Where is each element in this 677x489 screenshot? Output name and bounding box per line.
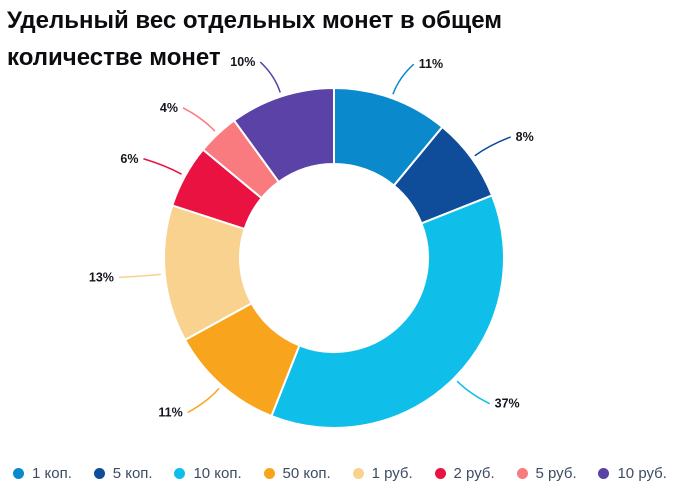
legend-marker-icon [598, 468, 610, 479]
legend-marker-icon [434, 468, 446, 479]
legend-item-5-коп-[interactable]: 5 коп. [93, 465, 153, 482]
legend-marker-icon [352, 468, 364, 479]
label-leader-line [259, 61, 281, 93]
legend-label: 2 руб. [453, 465, 495, 482]
label-leader-line [474, 136, 511, 157]
legend-item-1-руб-[interactable]: 1 руб. [352, 465, 413, 482]
donut-segment-10-руб-[interactable] [233, 87, 335, 183]
data-label-5-коп-: 8% [516, 130, 534, 144]
donut-segment-10-коп-[interactable] [270, 194, 505, 429]
label-leader-line [392, 63, 415, 95]
data-label-1-руб-: 13% [89, 270, 114, 284]
legend-item-10-руб-[interactable]: 10 руб. [598, 465, 667, 482]
data-label-5-руб-: 4% [160, 101, 178, 115]
data-label-2-руб-: 6% [120, 152, 138, 166]
legend-label: 10 руб. [617, 465, 667, 482]
legend-marker-icon [516, 468, 528, 479]
legend-item-10-коп-[interactable]: 10 коп. [174, 465, 242, 482]
data-label-50-коп-: 11% [158, 406, 182, 420]
data-label-10-коп-: 37% [495, 397, 520, 411]
legend-item-2-руб-[interactable]: 2 руб. [434, 465, 495, 482]
label-leader-line [456, 380, 490, 405]
legend-label: 50 коп. [282, 465, 331, 482]
chart-title: Удельный вес отдельных монет в общем кол… [7, 7, 502, 71]
legend-marker-icon [174, 468, 186, 479]
label-leader-line [187, 388, 220, 414]
label-leader-line [182, 107, 216, 132]
data-label-1-коп-: 11% [419, 57, 443, 71]
legend-label: 1 коп. [32, 465, 72, 482]
legend-marker-icon [263, 468, 275, 479]
data-label-10-руб-: 10% [230, 55, 255, 69]
legend-marker-icon [13, 468, 24, 479]
label-leader-line [118, 273, 161, 279]
legend: 1 коп. 5 коп. 10 коп. 50 коп. 1 руб. 2 руб. 5 … [13, 465, 667, 482]
legend-item-5-руб-[interactable]: 5 руб. [516, 465, 577, 482]
legend-label: 5 коп. [112, 465, 153, 482]
legend-label: 10 коп. [193, 465, 242, 482]
legend-label: 5 руб. [535, 465, 577, 482]
legend-item-50-коп-[interactable]: 50 коп. [263, 465, 331, 482]
legend-item-1-коп-[interactable]: 1 коп. [13, 465, 72, 482]
legend-marker-icon [93, 468, 105, 479]
legend-label: 1 руб. [371, 465, 413, 482]
label-leader-line [143, 158, 182, 175]
